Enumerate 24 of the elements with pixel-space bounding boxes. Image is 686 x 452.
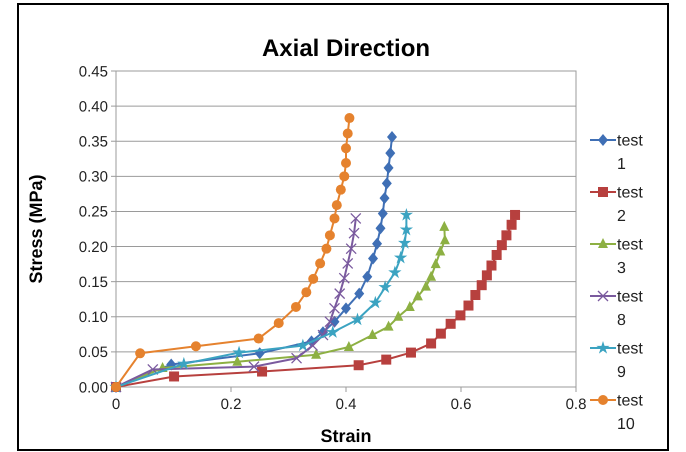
y-tick-label: 0.35 [78,133,108,150]
y-tick-label: 0.40 [78,98,108,116]
y-tick-label: 0.45 [78,63,108,80]
x-tick-label: 0.6 [450,396,472,413]
legend-label: test 8 [617,288,644,329]
x-axis-title: Strain [320,426,372,446]
chart-title: Axial Direction [262,35,430,62]
y-tick-label: 0.10 [78,309,108,326]
legend-label: test 3 [617,236,644,277]
y-tick-label: 0.30 [78,168,108,186]
x-tick-label: 0.2 [220,396,242,413]
y-tick-label: 0.05 [78,344,108,362]
y-tick-label: 0.15 [78,274,108,291]
y-tick-label: 0.25 [78,204,108,221]
x-tick-label: 0 [112,396,120,413]
y-tick-label: 0.20 [78,238,108,256]
x-tick-label: 0.4 [336,396,356,413]
legend-label: test 2 [617,184,644,225]
legend-label: test 1 [617,132,644,173]
legend-label: test 10 [617,392,644,433]
x-tick-label: 0.8 [566,396,586,413]
y-tick-label: 0.00 [78,379,108,396]
y-axis-title: Stress (MPa) [26,174,46,284]
legend-label: test 9 [617,340,644,381]
